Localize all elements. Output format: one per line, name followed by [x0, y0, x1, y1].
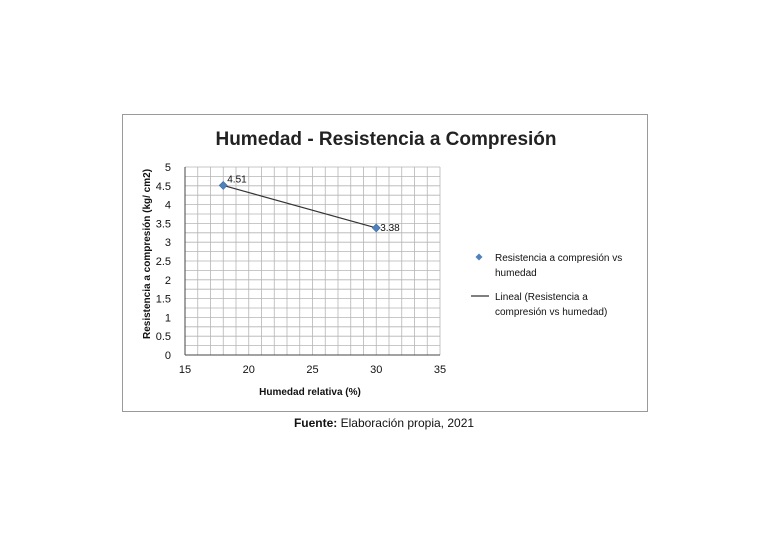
y-tick-label: 3: [165, 237, 171, 249]
chart-svg: Humedad - Resistencia a Compresión 0 0.5 1…: [142, 129, 622, 398]
y-tick-label: 2.5: [156, 256, 171, 268]
y-tick-labels: 0 0.5 1 1.5 2 2.5 3 3.5 4 4.5 5: [156, 162, 171, 362]
chart-container: Humedad - Resistencia a Compresión 0 0.5 1…: [122, 114, 648, 412]
legend-series-label: Resistencia a compresión vs: [495, 253, 622, 264]
data-label: 4.51: [227, 174, 247, 185]
caption-text: Elaboración propia, 2021: [337, 416, 475, 430]
legend-trend-label: compresión vs humedad): [495, 307, 607, 318]
x-tick-label: 15: [179, 364, 191, 376]
x-tick-label: 25: [306, 364, 318, 376]
y-axis-label: Resistencia a compresión (kg/ cm2): [142, 169, 153, 339]
chart-title: Humedad - Resistencia a Compresión: [215, 129, 556, 150]
legend-marker-diamond: [475, 253, 483, 261]
x-tick-label: 20: [243, 364, 255, 376]
data-label: 3.38: [380, 223, 400, 234]
y-tick-label: 0.5: [156, 331, 171, 343]
x-tick-label: 35: [434, 364, 446, 376]
figure-caption: Fuente: Elaboración propia, 2021: [0, 416, 768, 430]
y-tick-label: 0: [165, 350, 171, 362]
data-point: [218, 180, 228, 190]
y-tick-label: 1.5: [156, 294, 171, 306]
legend: Resistencia a compresión vs humedad Lineal…: [471, 253, 622, 318]
legend-trend-label: Lineal (Resistencia a: [495, 292, 588, 303]
y-tick-label: 4: [165, 200, 171, 212]
x-axis-label: Humedad relativa (%): [259, 387, 361, 398]
trendline: [223, 184, 377, 229]
caption-label: Fuente:: [293, 416, 338, 430]
data-point: [371, 223, 381, 233]
x-tick-label: 30: [370, 364, 382, 376]
y-tick-label: 2: [165, 275, 171, 287]
plot-area: 4.51 3.38: [218, 174, 400, 234]
y-tick-label: 1: [165, 312, 171, 324]
x-tick-labels: 15 20 25 30 35: [179, 364, 446, 376]
legend-series-label: humedad: [495, 268, 537, 279]
grid-lines: [184, 166, 441, 356]
y-tick-label: 4.5: [156, 181, 171, 193]
y-tick-label: 3.5: [156, 218, 171, 230]
y-tick-label: 5: [165, 162, 171, 174]
